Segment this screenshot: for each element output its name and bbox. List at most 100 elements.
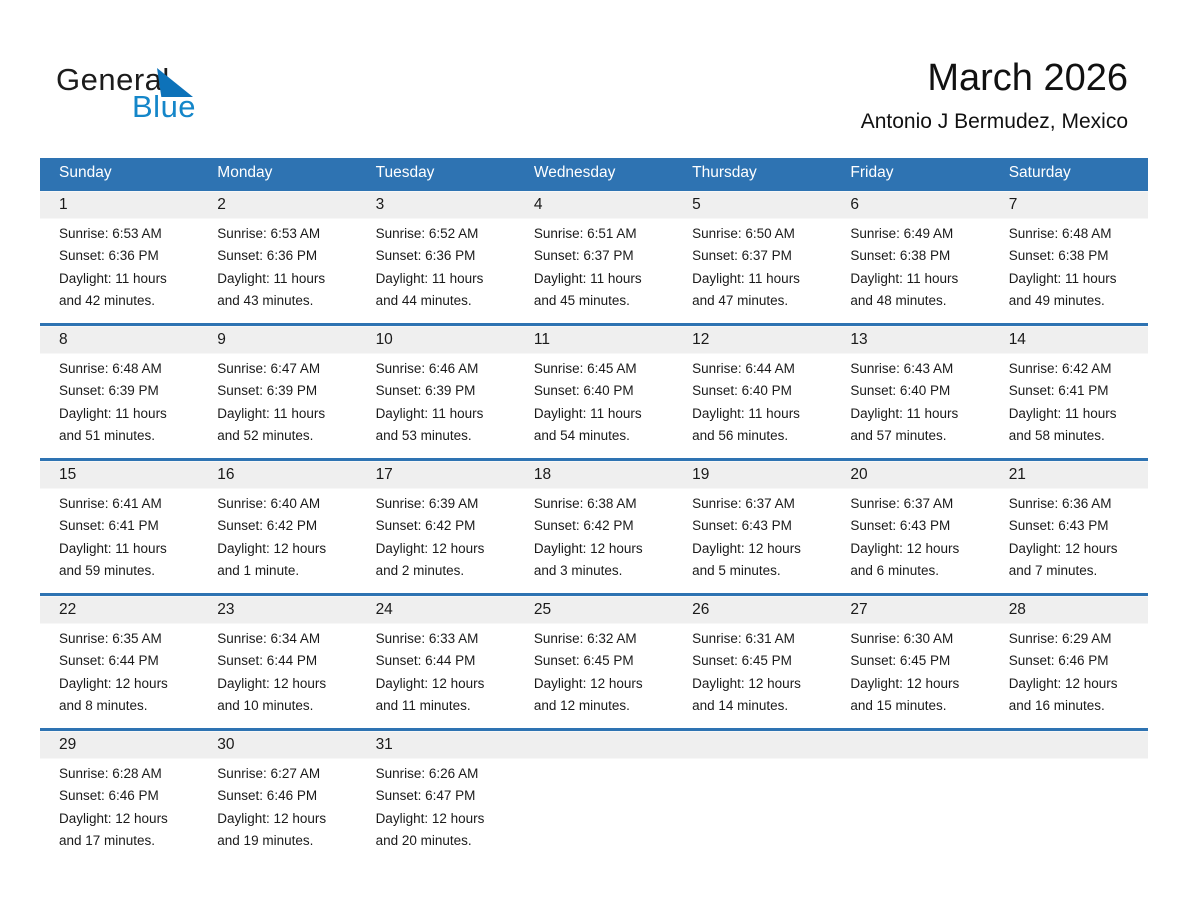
week-row: 15 Sunrise: 6:41 AM Sunset: 6:41 PM Dayligh… xyxy=(40,458,1148,595)
daylight-text-line2: and 42 minutes. xyxy=(59,292,156,308)
daylight-text-line2: and 6 minutes. xyxy=(850,562,939,578)
daylight-text-line1: Daylight: 12 hours xyxy=(59,810,168,826)
sunrise-text: Sunrise: 6:47 AM xyxy=(217,361,321,376)
daylight-text-line2: and 52 minutes. xyxy=(217,427,314,443)
sunset-text: Sunset: 6:43 PM xyxy=(1008,518,1109,534)
daylight-text-line2: and 54 minutes. xyxy=(533,427,630,443)
sunset-text: Sunset: 6:38 PM xyxy=(1008,248,1109,264)
daylight-text-line2: and 20 minutes. xyxy=(375,832,472,848)
daylight-text-line1: Daylight: 11 hours xyxy=(533,270,642,286)
weekday-sunday: Sunday xyxy=(40,158,199,190)
calendar-header: Sunday Monday Tuesday Wednesday Thursday… xyxy=(40,158,1148,190)
sunrise-text: Sunrise: 6:34 AM xyxy=(217,631,321,646)
day-info: Sunrise: 6:27 AM Sunset: 6:46 PM Daylight:… xyxy=(198,758,356,852)
day-cell: 15 Sunrise: 6:41 AM Sunset: 6:41 PM Dayligh… xyxy=(40,458,199,595)
sunset-text: Sunset: 6:46 PM xyxy=(1008,653,1109,669)
day-cell: 16 Sunrise: 6:40 AM Sunset: 6:42 PM Dayligh… xyxy=(198,458,357,595)
day-number: 7 xyxy=(1008,196,1018,213)
day-info: Sunrise: 6:42 AM Sunset: 6:41 PM Daylight:… xyxy=(990,353,1148,447)
sunrise-text: Sunrise: 6:46 AM xyxy=(375,361,479,376)
day-cell: 8 Sunrise: 6:48 AM Sunset: 6:39 PM Daylight… xyxy=(40,323,199,460)
day-number: 3 xyxy=(375,196,385,213)
day-info: Sunrise: 6:31 AM Sunset: 6:45 PM Daylight:… xyxy=(673,623,831,717)
day-number: 24 xyxy=(375,601,393,618)
daylight-text-line1: Daylight: 11 hours xyxy=(217,270,326,286)
sunrise-text: Sunrise: 6:38 AM xyxy=(533,496,637,511)
day-number: 23 xyxy=(217,601,235,618)
calendar-table: Sunday Monday Tuesday Wednesday Thursday… xyxy=(40,158,1148,863)
day-info: Sunrise: 6:48 AM Sunset: 6:39 PM Daylight:… xyxy=(40,353,198,447)
daylight-text-line2: and 7 minutes. xyxy=(1008,562,1098,578)
day-number: 17 xyxy=(375,466,393,483)
title-block: March 2026 Antonio J Bermudez, Mexico xyxy=(861,56,1128,135)
day-number: 28 xyxy=(1008,601,1026,618)
weekday-saturday: Saturday xyxy=(989,158,1148,190)
day-cell: 6 Sunrise: 6:49 AM Sunset: 6:38 PM Daylight… xyxy=(831,188,990,325)
empty-day-cell xyxy=(831,728,990,863)
sunrise-text: Sunrise: 6:53 AM xyxy=(217,226,321,241)
daylight-text-line2: and 10 minutes. xyxy=(217,697,314,713)
day-cell: 18 Sunrise: 6:38 AM Sunset: 6:42 PM Dayligh… xyxy=(514,458,674,595)
empty-day-cell xyxy=(673,728,832,863)
day-info: Sunrise: 6:38 AM Sunset: 6:42 PM Daylight:… xyxy=(515,488,673,582)
sunrise-text: Sunrise: 6:39 AM xyxy=(375,496,479,511)
day-info: Sunrise: 6:40 AM Sunset: 6:42 PM Daylight:… xyxy=(198,488,356,582)
daylight-text-line1: Daylight: 11 hours xyxy=(533,405,642,421)
sunset-text: Sunset: 6:36 PM xyxy=(217,248,318,264)
daylight-text-line1: Daylight: 12 hours xyxy=(1008,540,1118,556)
sunrise-text: Sunrise: 6:30 AM xyxy=(850,631,954,646)
sunrise-text: Sunrise: 6:35 AM xyxy=(59,631,162,646)
page-subtitle: Antonio J Bermudez, Mexico xyxy=(860,110,1128,133)
day-info: Sunrise: 6:48 AM Sunset: 6:38 PM Daylight:… xyxy=(990,218,1148,312)
day-number: 27 xyxy=(850,601,868,618)
daylight-text-line1: Daylight: 12 hours xyxy=(217,540,327,556)
day-cell: 2 Sunrise: 6:53 AM Sunset: 6:36 PM Daylight… xyxy=(198,188,357,325)
daylight-text-line1: Daylight: 12 hours xyxy=(375,675,485,691)
day-number: 1 xyxy=(59,196,68,213)
day-cell: 31 Sunrise: 6:26 AM Sunset: 6:47 PM Dayligh… xyxy=(356,728,515,863)
week-row: 8 Sunrise: 6:48 AM Sunset: 6:39 PM Daylight… xyxy=(40,323,1148,460)
day-cell: 12 Sunrise: 6:44 AM Sunset: 6:40 PM Dayligh… xyxy=(673,323,832,460)
sunrise-text: Sunrise: 6:33 AM xyxy=(375,631,479,646)
sunset-text: Sunset: 6:39 PM xyxy=(59,383,159,399)
day-number: 30 xyxy=(217,736,235,753)
sunrise-text: Sunrise: 6:29 AM xyxy=(1008,631,1112,646)
day-number: 31 xyxy=(375,736,393,753)
sunrise-text: Sunrise: 6:52 AM xyxy=(375,226,479,241)
calendar-body: 1 Sunrise: 6:53 AM Sunset: 6:36 PM Daylight… xyxy=(40,188,1148,863)
sunrise-text: Sunrise: 6:51 AM xyxy=(533,226,637,241)
day-info: Sunrise: 6:43 AM Sunset: 6:40 PM Daylight:… xyxy=(831,353,989,447)
sunrise-text: Sunrise: 6:26 AM xyxy=(375,766,479,781)
daylight-text-line2: and 15 minutes. xyxy=(850,697,947,713)
day-info: Sunrise: 6:35 AM Sunset: 6:44 PM Daylight:… xyxy=(40,623,198,717)
daylight-text-line2: and 8 minutes. xyxy=(59,697,148,713)
daylight-text-line1: Daylight: 11 hours xyxy=(217,405,326,421)
day-number: 29 xyxy=(59,736,77,753)
day-cell: 10 Sunrise: 6:46 AM Sunset: 6:39 PM Dayligh… xyxy=(356,323,515,460)
daylight-text-line2: and 51 minutes. xyxy=(59,427,156,443)
day-info: Sunrise: 6:46 AM Sunset: 6:39 PM Daylight:… xyxy=(357,353,515,447)
day-number: 10 xyxy=(375,331,393,348)
day-number: 9 xyxy=(217,331,226,348)
sunrise-text: Sunrise: 6:44 AM xyxy=(692,361,795,376)
day-number: 12 xyxy=(692,331,710,348)
sunset-text: Sunset: 6:43 PM xyxy=(692,518,792,534)
sunrise-text: Sunrise: 6:36 AM xyxy=(1008,496,1112,511)
daylight-text-line2: and 56 minutes. xyxy=(692,427,789,443)
sunrise-text: Sunrise: 6:49 AM xyxy=(850,226,954,241)
daylight-text-line1: Daylight: 12 hours xyxy=(850,675,960,691)
sunset-text: Sunset: 6:44 PM xyxy=(217,653,318,669)
page-title: March 2026 xyxy=(927,57,1128,99)
day-number: 4 xyxy=(533,196,543,213)
sunset-text: Sunset: 6:37 PM xyxy=(692,248,792,264)
day-cell: 28 Sunrise: 6:29 AM Sunset: 6:46 PM Dayligh… xyxy=(989,593,1148,730)
general-blue-logo: General Blue xyxy=(56,62,206,124)
sunset-text: Sunset: 6:39 PM xyxy=(375,383,476,399)
sunrise-text: Sunrise: 6:37 AM xyxy=(692,496,795,511)
day-info: Sunrise: 6:49 AM Sunset: 6:38 PM Daylight:… xyxy=(831,218,989,312)
daylight-text-line2: and 43 minutes. xyxy=(217,292,314,308)
day-cell: 30 Sunrise: 6:27 AM Sunset: 6:46 PM Dayligh… xyxy=(198,728,357,863)
day-info: Sunrise: 6:53 AM Sunset: 6:36 PM Daylight:… xyxy=(198,218,356,312)
day-info: Sunrise: 6:29 AM Sunset: 6:46 PM Daylight:… xyxy=(990,623,1148,717)
